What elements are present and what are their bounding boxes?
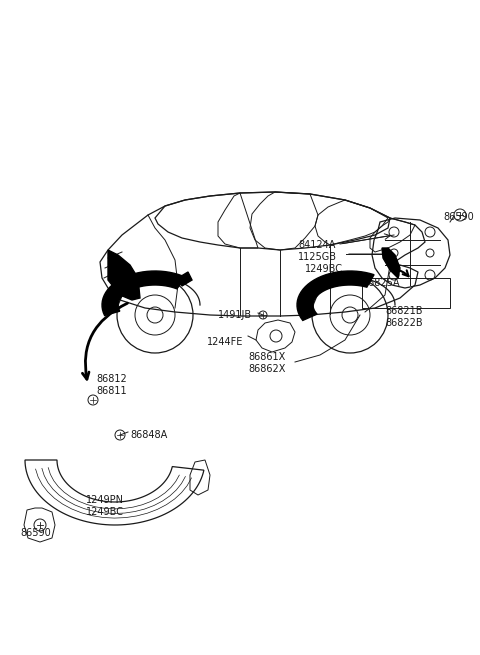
Text: 86862X: 86862X <box>248 364 286 374</box>
Text: 1125GB: 1125GB <box>298 252 337 262</box>
Polygon shape <box>102 271 186 316</box>
Text: 86812: 86812 <box>96 374 127 384</box>
Text: 1249BC: 1249BC <box>86 507 124 517</box>
Polygon shape <box>382 248 400 278</box>
Polygon shape <box>178 272 192 286</box>
Text: 86822B: 86822B <box>385 318 422 328</box>
Text: 86821B: 86821B <box>385 306 422 316</box>
Text: 1249BC: 1249BC <box>305 264 343 274</box>
Text: 1491JB: 1491JB <box>218 310 252 320</box>
Text: 86825A: 86825A <box>362 278 399 288</box>
Text: 86590: 86590 <box>443 212 474 222</box>
Text: 86861X: 86861X <box>248 352 285 362</box>
Text: 86590: 86590 <box>20 528 51 538</box>
Text: 1244FE: 1244FE <box>207 337 243 347</box>
Polygon shape <box>297 271 374 320</box>
Text: 86811: 86811 <box>96 386 127 396</box>
Text: 1249PN: 1249PN <box>86 495 124 505</box>
Text: 84124A: 84124A <box>298 240 336 250</box>
Text: 86848A: 86848A <box>130 430 167 440</box>
Polygon shape <box>108 250 140 300</box>
